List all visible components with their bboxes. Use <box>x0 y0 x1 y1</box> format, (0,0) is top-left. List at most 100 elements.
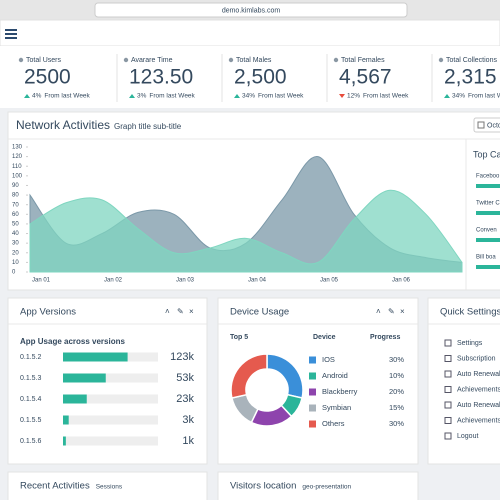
progress-track <box>63 436 158 446</box>
x-tick-label: Jan 01 <box>32 278 51 284</box>
item-icon <box>444 370 452 378</box>
panel-control[interactable]: ˄ <box>376 307 381 316</box>
stat-icon <box>333 57 339 63</box>
y-tick-label: 10 <box>12 260 19 266</box>
version-count: 1k <box>182 435 194 447</box>
device-label: Android <box>322 371 348 380</box>
panel-title: Device Usage <box>230 307 289 318</box>
x-tick-label: Jan 03 <box>176 278 195 284</box>
panel-title: Visitors location <box>230 481 296 492</box>
date-button-label: Octo <box>487 122 500 129</box>
donut-slice <box>230 353 268 399</box>
version-label: 0.1.5.3 <box>20 375 42 382</box>
version-count: 123k <box>170 351 194 363</box>
y-tick-label: 100 <box>12 173 23 179</box>
progress-bar <box>63 373 106 383</box>
visitors-panel <box>217 471 419 500</box>
trend-arrow <box>129 94 135 98</box>
stat-change: 3% <box>137 93 147 100</box>
progress-bar <box>63 436 66 446</box>
stat-label: Total Females <box>341 57 385 64</box>
panel-title: Quick Settings <box>440 307 500 318</box>
x-tick-label: Jan 06 <box>392 278 411 284</box>
panel-control[interactable]: × <box>400 307 405 316</box>
url: demo.kimlabs.com <box>222 7 281 14</box>
column-header: Progress <box>370 334 400 341</box>
stat-value: 2,315 <box>444 66 497 89</box>
version-count: 3k <box>182 414 194 426</box>
recent-panel <box>7 471 208 500</box>
settings-item[interactable]: Settings <box>457 340 483 347</box>
y-tick-label: 30 <box>12 241 19 247</box>
stat-label: Total Collections <box>446 57 497 64</box>
y-tick-label: 90 <box>12 183 19 189</box>
stat-change-text: From last Week <box>44 93 90 100</box>
calendar-icon <box>477 121 485 129</box>
area <box>29 189 463 273</box>
device-percent: 20% <box>389 387 404 396</box>
column-header: Top 5 <box>230 334 248 341</box>
side-item: Conven <box>476 228 497 234</box>
stat-change-text: From last Week <box>363 93 409 100</box>
top-nav <box>0 19 500 47</box>
panel-title: Recent Activities <box>20 481 90 492</box>
settings-item[interactable]: Auto Renewal <box>457 402 500 409</box>
column-header: Device <box>313 334 336 341</box>
version-count: 23k <box>176 393 194 405</box>
y-tick-label: 50 <box>12 222 19 228</box>
y-tick-label: 110 <box>12 164 22 170</box>
settings-item[interactable]: Auto Renewal <box>457 371 500 378</box>
panel-title: Network Activities <box>16 118 110 132</box>
stat-icon <box>18 57 24 63</box>
side-item: Twitter C <box>476 201 500 207</box>
side-item: Bill boa <box>476 255 496 261</box>
panel-control[interactable]: ˄ <box>165 307 170 316</box>
version-label: 0.1.5.2 <box>20 354 42 361</box>
panel-control[interactable]: ✎ <box>388 307 395 316</box>
stat-value: 2500 <box>24 66 71 89</box>
stats-band <box>0 46 500 108</box>
settings-item[interactable]: Subscription <box>457 355 496 362</box>
side-item: Faceboo <box>476 174 500 180</box>
y-tick-label: 40 <box>12 231 19 237</box>
item-icon <box>444 355 452 362</box>
progress-bar <box>63 394 87 404</box>
legend-swatch <box>309 372 316 380</box>
settings-item[interactable]: Achievements <box>457 386 500 393</box>
legend-swatch <box>309 420 316 428</box>
device-label: Symbian <box>322 403 351 412</box>
settings-item[interactable]: Achievements <box>457 417 500 424</box>
x-tick-label: Jan 04 <box>248 278 267 284</box>
side-title: Top Ca <box>473 149 500 159</box>
stat-value: 4,567 <box>339 66 392 89</box>
stat-change: 12% <box>347 93 360 100</box>
side-bar <box>476 238 500 242</box>
device-label: Blackberry <box>322 387 358 396</box>
stat-icon <box>438 57 444 63</box>
stat-label: Total Males <box>236 57 272 64</box>
side-bar <box>476 265 500 269</box>
panel-control[interactable]: ✎ <box>177 307 184 316</box>
stat-icon <box>123 57 129 63</box>
stat-label: Total Users <box>26 57 62 64</box>
stat-change: 34% <box>242 93 255 100</box>
menu-button[interactable] <box>5 29 17 39</box>
settings-item[interactable]: Logout <box>457 433 478 440</box>
side-bar <box>476 184 500 188</box>
panel-subtitle: App Usage across versions <box>20 337 125 346</box>
progress-bar <box>63 415 69 425</box>
panel-control[interactable]: × <box>189 307 194 316</box>
device-percent: 15% <box>389 403 404 412</box>
stat-value: 123.50 <box>129 66 193 89</box>
trend-arrow <box>444 94 450 98</box>
panel-tag: Sessions <box>96 484 123 491</box>
stat-change: 34% <box>452 93 465 100</box>
y-tick-label: 0 <box>12 270 16 276</box>
y-tick-label: 70 <box>12 202 19 208</box>
item-icon <box>444 386 452 393</box>
progress-track <box>63 415 158 425</box>
y-tick-label: 120 <box>12 154 23 160</box>
url-box[interactable] <box>94 2 408 18</box>
quick-settings-panel <box>427 297 500 465</box>
